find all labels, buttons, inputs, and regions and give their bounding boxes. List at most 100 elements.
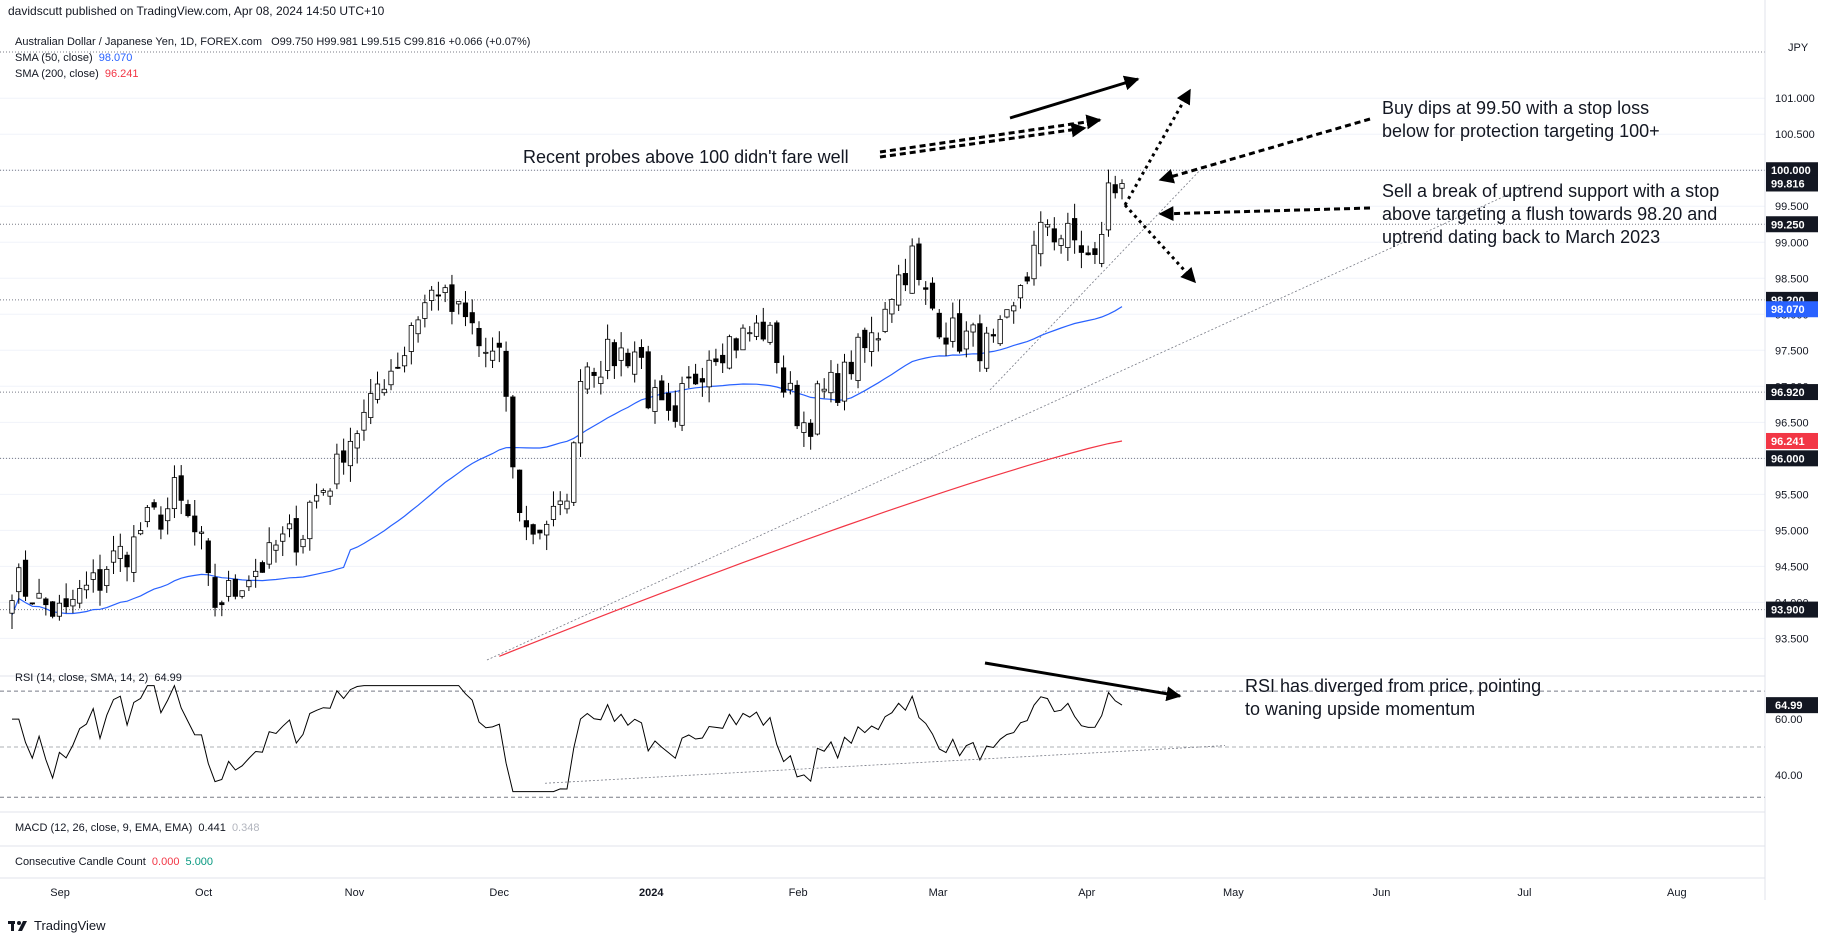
candle-down [625, 352, 631, 367]
macd-legend[interactable]: MACD (12, 26, close, 9, EMA, EMA) 0.441 … [15, 822, 259, 834]
candle-down [219, 602, 225, 606]
candle-down [611, 342, 617, 367]
candle-down [848, 361, 854, 375]
candle-down [43, 598, 49, 606]
candle-down [537, 529, 543, 534]
candle-down [916, 243, 922, 280]
candle-up [144, 507, 150, 523]
candle-up [489, 350, 496, 361]
time-axis[interactable]: Sep Oct Nov Dec 2024 Feb Mar Apr May Jun Jul Aug [0, 877, 1765, 899]
candle-up [246, 580, 252, 588]
price-tick: 100.500 [1775, 129, 1815, 141]
candle-down [232, 578, 238, 597]
candle-down [943, 337, 949, 345]
candle-up [422, 302, 428, 319]
candle-down [929, 282, 936, 309]
time-tick: May [1223, 887, 1244, 899]
sma50-value: 98.070 [98, 52, 133, 64]
candle-up [909, 245, 915, 294]
candle-up [896, 274, 902, 306]
price-badge-label: 99.816 [1771, 178, 1805, 190]
candle-up [320, 490, 326, 493]
candle-down [659, 380, 665, 401]
candle-up [90, 572, 96, 580]
annotation-probes: Recent probes above 100 didn't fare well [523, 147, 849, 167]
price-badge [1766, 162, 1818, 179]
candle-up [1058, 238, 1064, 246]
candle-down [395, 366, 401, 369]
candle-up [456, 301, 462, 305]
candle-up [679, 383, 685, 426]
arrow-upside-target [1123, 88, 1192, 206]
candle-down [665, 392, 672, 411]
time-tick: Aug [1667, 887, 1687, 899]
publisher-line: davidscutt published on TradingView.com,… [8, 4, 384, 18]
candle-down [713, 358, 719, 363]
candle-up [1038, 221, 1044, 255]
candle-down [1092, 248, 1098, 255]
candle-up [753, 322, 760, 337]
candle-up [286, 523, 293, 530]
symbol-legend[interactable]: Australian Dollar / Japanese Yen, 1D, FO… [15, 36, 530, 48]
candle-up [368, 393, 374, 418]
publisher-text: davidscutt published on TradingView.com,… [8, 4, 385, 18]
candle-up [787, 382, 793, 391]
price-badge-label: 96.241 [1771, 436, 1805, 448]
time-tick: Sep [50, 887, 70, 899]
candle-up [165, 508, 171, 522]
rsi-legend[interactable]: RSI (14, close, SMA, 14, 2) 64.99 [15, 672, 182, 684]
candle-down [192, 515, 198, 533]
ccc-value-1: 0.000 [151, 856, 180, 868]
tradingview-logo[interactable]: TradingView [8, 918, 106, 933]
annotation-sell-line1: Sell a break of uptrend support with a s… [1382, 181, 1719, 201]
candle-up [557, 500, 563, 505]
candle-down [902, 273, 909, 286]
price-tick: 99.500 [1775, 201, 1809, 213]
candle-up [997, 319, 1003, 345]
candle-up [571, 442, 577, 503]
price-tick: 95.000 [1775, 525, 1809, 537]
arrow-probe-2 [879, 114, 1102, 154]
rsi-badge-label: 64.99 [1775, 700, 1803, 712]
price-tick: 101.000 [1775, 93, 1815, 105]
price-axis[interactable]: 101.000 100.500 100.000 99.500 99.000 98.500 9… [1764, 0, 1818, 900]
rsi-support-line [544, 745, 1226, 784]
candle-up [117, 545, 123, 559]
grid-lines [0, 97, 1765, 639]
sma50-legend[interactable]: SMA (50, close) 98.070 [15, 52, 132, 64]
price-tick: 93.500 [1775, 633, 1809, 645]
candle-up [198, 531, 205, 534]
candle-up [875, 338, 881, 341]
sma200-value: 96.241 [104, 68, 139, 80]
price-badge [1766, 601, 1818, 618]
candle-up [327, 490, 333, 497]
candle-up [726, 336, 733, 369]
time-tick: Oct [195, 887, 212, 899]
candle-up [429, 289, 435, 301]
rsi-value: 64.99 [154, 672, 182, 684]
candle-up [56, 602, 62, 617]
sma200-line [499, 440, 1123, 657]
annotation-sell-line2: above targeting a flush towards 98.20 an… [1382, 204, 1717, 224]
price-badge-label: 98.070 [1771, 304, 1805, 316]
time-tick: Jun [1373, 887, 1391, 899]
candle-up [550, 505, 557, 520]
annotation-rsi-line2: to waning upside momentum [1245, 699, 1475, 719]
trendlines [486, 169, 1531, 661]
candle-up [1065, 222, 1071, 248]
candle-up [950, 317, 956, 342]
tradingview-icon [8, 920, 27, 931]
sma200-legend[interactable]: SMA (200, close) 96.241 [15, 68, 138, 80]
candle-down [686, 376, 692, 379]
candle-up [577, 381, 584, 444]
sma50-line [11, 306, 1123, 616]
candle-up [171, 477, 178, 510]
ccc-legend[interactable]: Consecutive Candle Count 0.000 5.000 [15, 856, 213, 868]
candle-down [733, 338, 739, 351]
candle-down [1112, 184, 1118, 194]
horizontal-levels [0, 51, 1765, 611]
rsi-badge [1766, 697, 1818, 714]
candle-down [22, 559, 29, 597]
candle-down [794, 384, 800, 427]
